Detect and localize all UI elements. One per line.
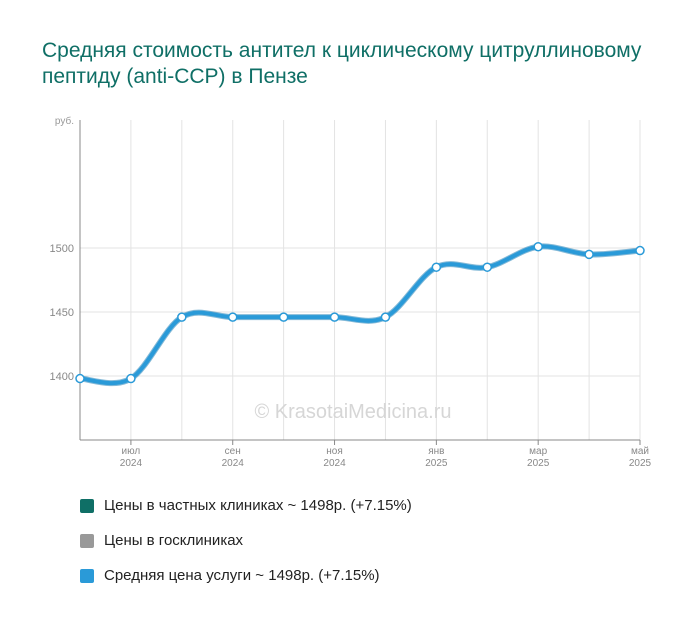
series-layer: [75, 241, 645, 387]
series-line-shadow-0: [77, 243, 643, 387]
legend-label-private: Цены в частных клиниках ~ 1498р. (+7.15%…: [104, 497, 412, 514]
data-point-7: [431, 262, 442, 272]
data-point-0: [75, 373, 85, 384]
y-tick-label-1400: 1400: [50, 371, 74, 383]
x-tick-year-5: 2024: [323, 458, 346, 469]
legend-label-public: Цены в госклиниках: [104, 532, 244, 549]
data-point-1: [126, 373, 136, 384]
y-tick-label-1500: 1500: [50, 243, 74, 255]
data-point-3: [227, 312, 238, 322]
vertical-gridlines: [130, 120, 641, 440]
data-point-8: [482, 262, 493, 272]
legend-swatch-public: [80, 533, 94, 548]
series-line-0: [78, 244, 642, 386]
x-tick-year-1: 2024: [120, 458, 143, 469]
legend-item-private[interactable]: Цены в частных клиниках ~ 1498р. (+7.15%…: [80, 488, 412, 523]
x-tick-month-11: май: [631, 446, 649, 457]
y-axis-unit-label: руб.: [55, 115, 74, 127]
x-tick-year-3: 2024: [222, 458, 245, 469]
legend-item-average[interactable]: Средняя цена услуги ~ 1498р. (+7.15%): [80, 558, 412, 593]
data-point-4: [278, 312, 289, 322]
data-point-5: [329, 312, 340, 322]
data-point-10: [584, 249, 594, 260]
legend-swatch-average: [80, 568, 94, 583]
x-tick-year-9: 2025: [527, 458, 550, 469]
x-tick-month-5: ноя: [326, 446, 343, 457]
x-tick-year-11: 2025: [629, 458, 652, 469]
data-point-11: [635, 245, 645, 256]
legend-item-public[interactable]: Цены в госклиниках: [80, 523, 412, 558]
legend-swatch-private: [80, 498, 94, 513]
data-point-9: [533, 241, 543, 252]
horizontal-gridlines: [80, 247, 640, 377]
legend: Цены в частных клиниках ~ 1498р. (+7.15%…: [80, 488, 412, 593]
y-tick-label-1450: 1450: [50, 307, 74, 319]
chart-title: Средняя стоимость антител к циклическому…: [42, 39, 642, 88]
x-tick-month-9: мар: [529, 446, 547, 457]
data-point-2: [177, 312, 187, 322]
x-tick-labels: июл2024сен2024ноя2024янв2025мар2025май20…: [120, 440, 652, 469]
data-point-6: [380, 312, 391, 322]
watermark: © KrasotaiMedicina.ru: [254, 401, 451, 423]
x-tick-year-7: 2025: [425, 458, 448, 469]
legend-label-average: Средняя цена услуги ~ 1498р. (+7.15%): [104, 567, 380, 584]
y-tick-labels: 1400 1450 1500: [50, 243, 74, 383]
x-tick-month-7: янв: [428, 446, 444, 457]
x-tick-month-1: июл: [122, 446, 141, 457]
x-tick-month-3: сен: [225, 446, 241, 457]
